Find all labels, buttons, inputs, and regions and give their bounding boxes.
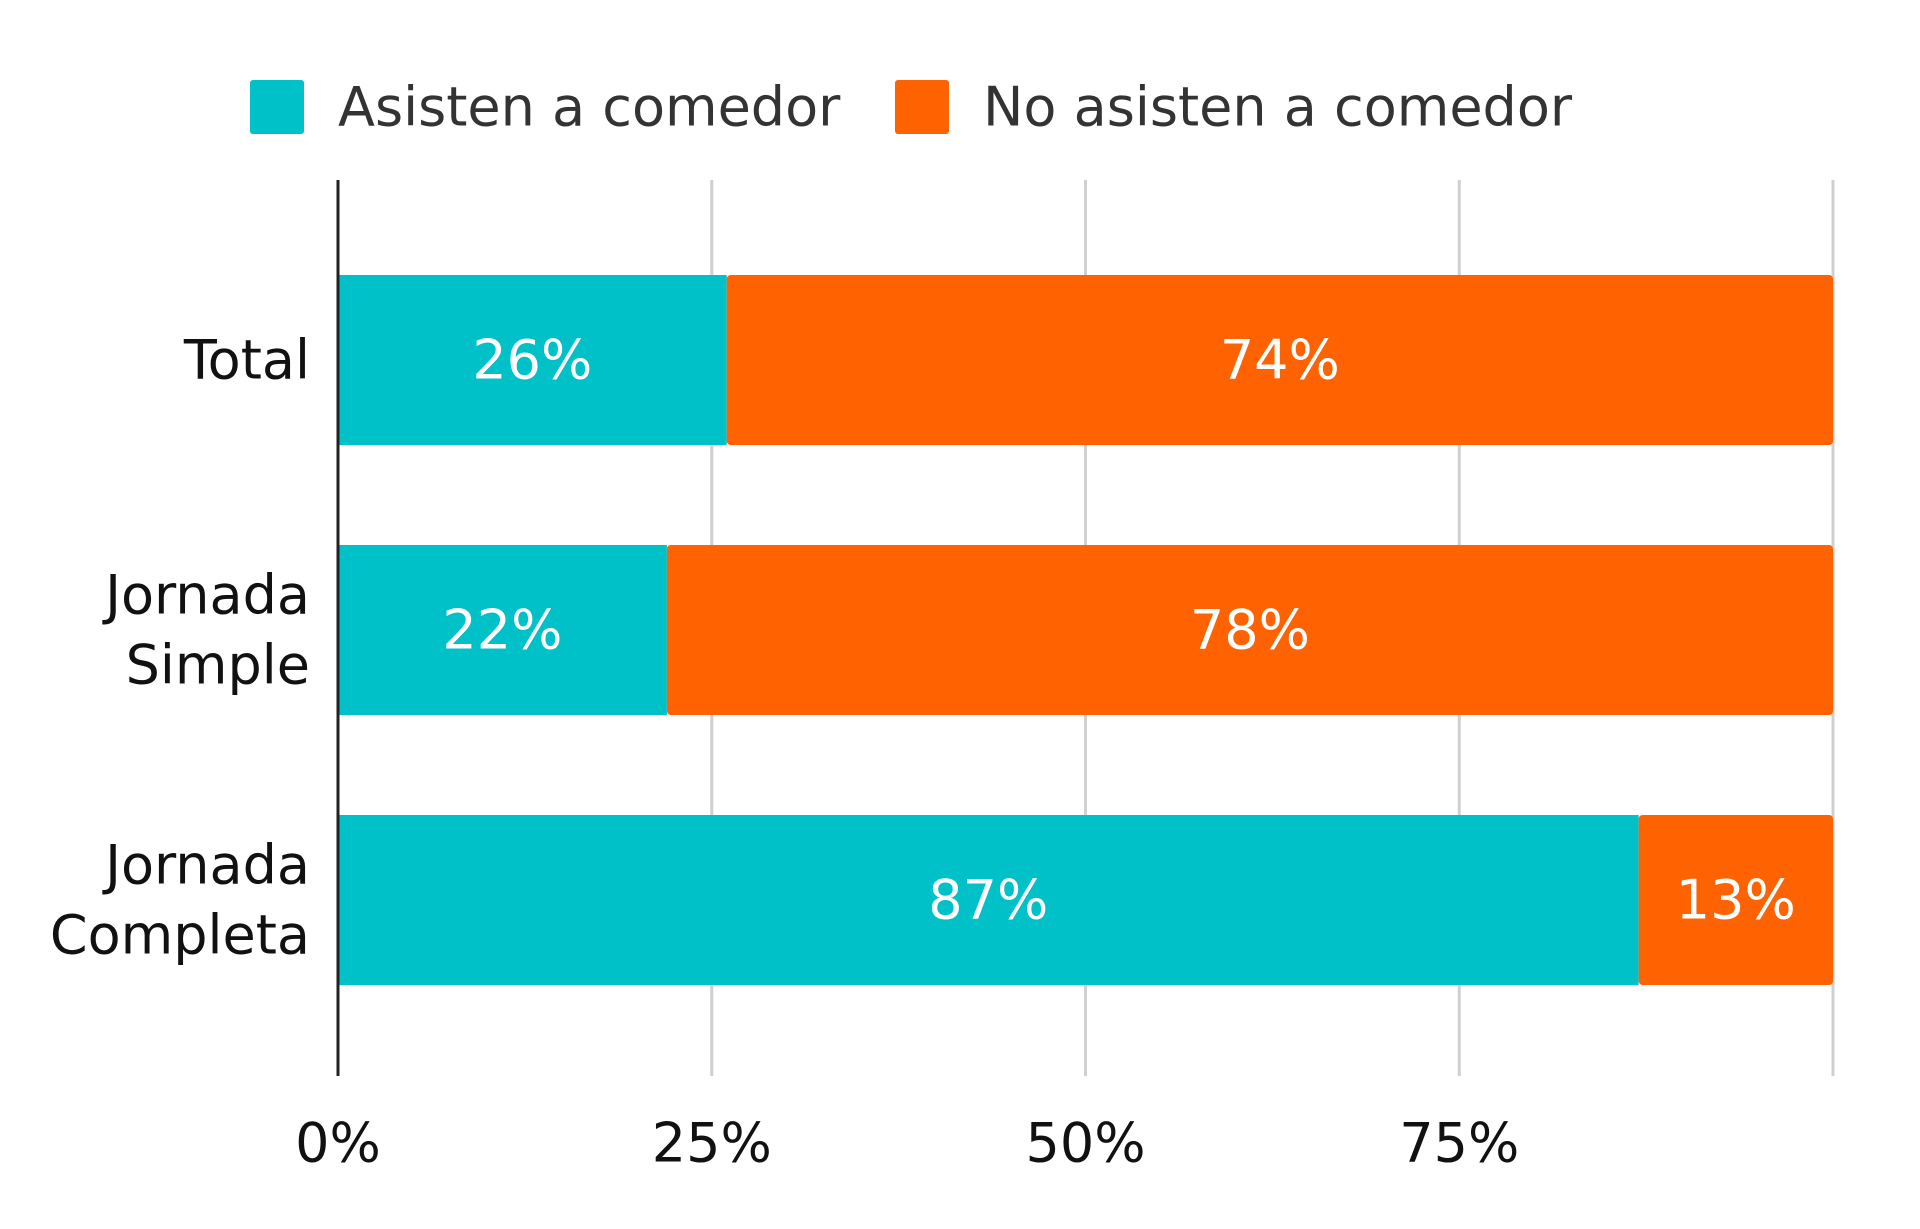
category-label-line: Completa (50, 904, 310, 967)
data-label: 26% (472, 329, 592, 392)
bar-segment (338, 815, 1639, 985)
legend: Asisten a comedor No asisten a comedor (250, 76, 1573, 139)
bar-group: 22% 78% (338, 545, 1833, 715)
category-label-line: Jornada (102, 564, 310, 627)
legend-swatch (250, 80, 304, 134)
category-label-line: Simple (126, 634, 310, 697)
legend-swatch (895, 80, 949, 134)
legend-label: No asisten a comedor (983, 76, 1573, 139)
category-label-line: Total (183, 329, 310, 392)
data-label: 13% (1676, 869, 1796, 932)
legend-label: Asisten a comedor (338, 76, 841, 139)
bar-segment (338, 545, 667, 715)
x-tick-label: 25% (652, 1112, 772, 1175)
bar-segment (726, 275, 1834, 445)
category-label: Total (183, 329, 310, 392)
bars: 26% 74% 22% 78% 87% 13% (338, 275, 1834, 985)
x-tick-label: 50% (1025, 1112, 1145, 1175)
category-label-line: Jornada (102, 834, 310, 897)
legend-item: No asisten a comedor (895, 76, 1573, 139)
category-label: Jornada Simple (102, 564, 310, 697)
x-tick-label: 75% (1399, 1112, 1519, 1175)
x-tick-label: 0% (295, 1112, 381, 1175)
category-labels: Total Jornada Simple Jornada Completa (50, 329, 310, 967)
data-label: 78% (1190, 599, 1310, 662)
legend-item: Asisten a comedor (250, 76, 841, 139)
bar-segment (666, 545, 1833, 715)
data-label: 22% (442, 599, 562, 662)
bar-segment (338, 275, 727, 445)
bar-group: 87% 13% (338, 815, 1833, 985)
bar-segment (1638, 815, 1833, 985)
tick-labels: 0% 25% 50% 75% (295, 1112, 1519, 1175)
data-label: 87% (928, 869, 1048, 932)
data-label: 74% (1220, 329, 1340, 392)
category-label: Jornada Completa (50, 834, 310, 967)
bar-group: 26% 74% (338, 275, 1834, 445)
